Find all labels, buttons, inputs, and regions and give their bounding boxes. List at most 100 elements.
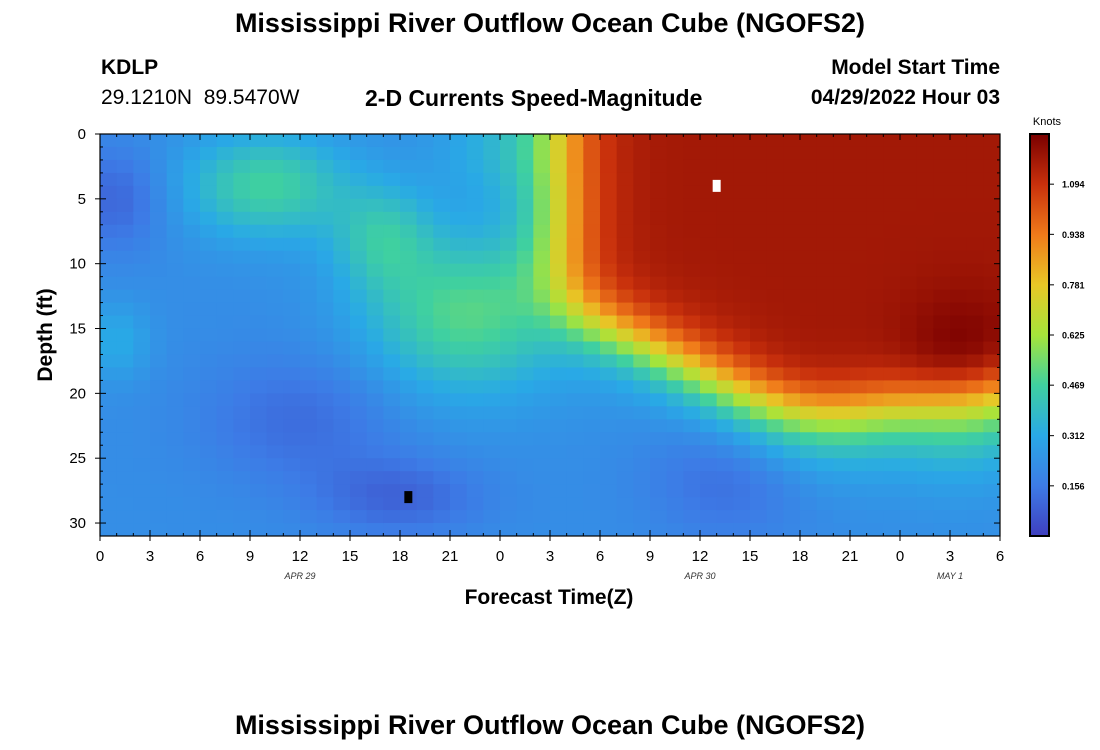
heatmap-cell <box>216 445 234 459</box>
heatmap-cell <box>500 523 518 536</box>
heatmap-cell <box>683 276 701 291</box>
heatmap-cell <box>733 315 751 330</box>
heatmap-cell <box>933 289 951 304</box>
heatmap-cell <box>916 276 934 291</box>
heatmap-cell <box>633 211 651 226</box>
heatmap-cell <box>483 172 501 187</box>
heatmap-cell <box>883 185 901 200</box>
heatmap-cell <box>366 134 384 148</box>
y-tick-label: 0 <box>78 126 86 143</box>
heatmap-cell <box>333 367 351 381</box>
heatmap-cell <box>866 484 884 498</box>
heatmap-cell <box>316 185 334 200</box>
heatmap-cell <box>133 302 151 317</box>
heatmap-cell <box>650 159 668 174</box>
heatmap-cell <box>550 159 568 174</box>
heatmap-cell <box>133 250 151 265</box>
heatmap-cell <box>866 224 884 239</box>
heatmap-cell <box>150 354 168 369</box>
heatmap-cell <box>350 471 368 485</box>
heatmap-cell <box>183 302 201 317</box>
heatmap-cell <box>800 406 818 420</box>
heatmap-cell <box>950 432 968 446</box>
heatmap-cell <box>400 471 418 485</box>
heatmap-cell <box>833 458 851 472</box>
heatmap-cell <box>850 276 868 291</box>
heatmap-cell <box>583 406 601 420</box>
heatmap-cell <box>366 523 384 536</box>
heatmap-cell <box>416 289 434 304</box>
heatmap-cell <box>100 185 118 200</box>
heatmap-cell <box>183 497 201 511</box>
heatmap-cell <box>616 185 634 200</box>
heatmap-cell <box>400 510 418 524</box>
heatmap-cell <box>183 211 201 226</box>
heatmap-cell <box>916 484 934 498</box>
heatmap-cell <box>183 198 201 213</box>
heatmap-cell <box>383 237 401 252</box>
heatmap-cell <box>550 484 568 498</box>
heatmap-cell <box>700 458 718 472</box>
heatmap-cell <box>750 172 768 187</box>
heatmap-cell <box>283 237 301 252</box>
heatmap-cell <box>366 341 384 356</box>
heatmap-cell <box>800 354 818 369</box>
heatmap-cell <box>383 380 401 394</box>
heatmap-cell <box>700 211 718 226</box>
heatmap-cell <box>116 289 134 304</box>
heatmap-cell <box>683 328 701 343</box>
heatmap-cell <box>633 302 651 317</box>
heatmap-cell <box>916 445 934 459</box>
y-tick-label: 15 <box>69 321 86 338</box>
heatmap-cell <box>766 289 784 304</box>
heatmap-cell <box>483 432 501 446</box>
heatmap-cell <box>566 211 584 226</box>
heatmap-cell <box>716 289 734 304</box>
heatmap-cell <box>433 419 451 433</box>
heatmap-cell <box>233 302 251 317</box>
heatmap-cell <box>350 484 368 498</box>
heatmap-cell <box>150 432 168 446</box>
heatmap-cell <box>283 159 301 174</box>
heatmap-cell <box>900 198 918 213</box>
heatmap-cell <box>133 510 151 524</box>
heatmap-cell <box>416 224 434 239</box>
heatmap-cell <box>933 393 951 407</box>
heatmap-cell <box>933 302 951 317</box>
heatmap-cell <box>316 367 334 381</box>
heatmap-cell <box>983 523 1000 536</box>
heatmap-cell <box>133 458 151 472</box>
heatmap-cell <box>450 289 468 304</box>
heatmap-cell <box>850 406 868 420</box>
heatmap-cell <box>883 289 901 304</box>
heatmap-cell <box>683 302 701 317</box>
heatmap-cell <box>100 445 118 459</box>
heatmap-cell <box>283 523 301 536</box>
heatmap-cell <box>966 289 984 304</box>
heatmap-cell <box>416 393 434 407</box>
heatmap-cell <box>950 172 968 187</box>
heatmap-cell <box>566 445 584 459</box>
heatmap-cell <box>916 211 934 226</box>
heatmap-cell <box>933 341 951 356</box>
heatmap-cell <box>150 276 168 291</box>
heatmap-cell <box>266 354 284 369</box>
heatmap-cell <box>183 510 201 524</box>
heatmap-cell <box>550 471 568 485</box>
heatmap-cell <box>766 471 784 485</box>
heatmap-cell <box>650 419 668 433</box>
heatmap-cell <box>133 328 151 343</box>
heatmap-cell <box>916 380 934 394</box>
heatmap-cell <box>833 289 851 304</box>
heatmap-cell <box>533 406 551 420</box>
heatmap-cell <box>216 159 234 174</box>
heatmap-cell <box>200 471 218 485</box>
heatmap-cell <box>916 224 934 239</box>
y-axis-label: Depth (ft) <box>34 288 57 381</box>
heatmap-cell <box>933 510 951 524</box>
heatmap-cell <box>500 159 518 174</box>
heatmap-cell <box>533 419 551 433</box>
heatmap-cell <box>166 146 184 161</box>
heatmap-cell <box>183 224 201 239</box>
heatmap-cells <box>100 134 1000 536</box>
